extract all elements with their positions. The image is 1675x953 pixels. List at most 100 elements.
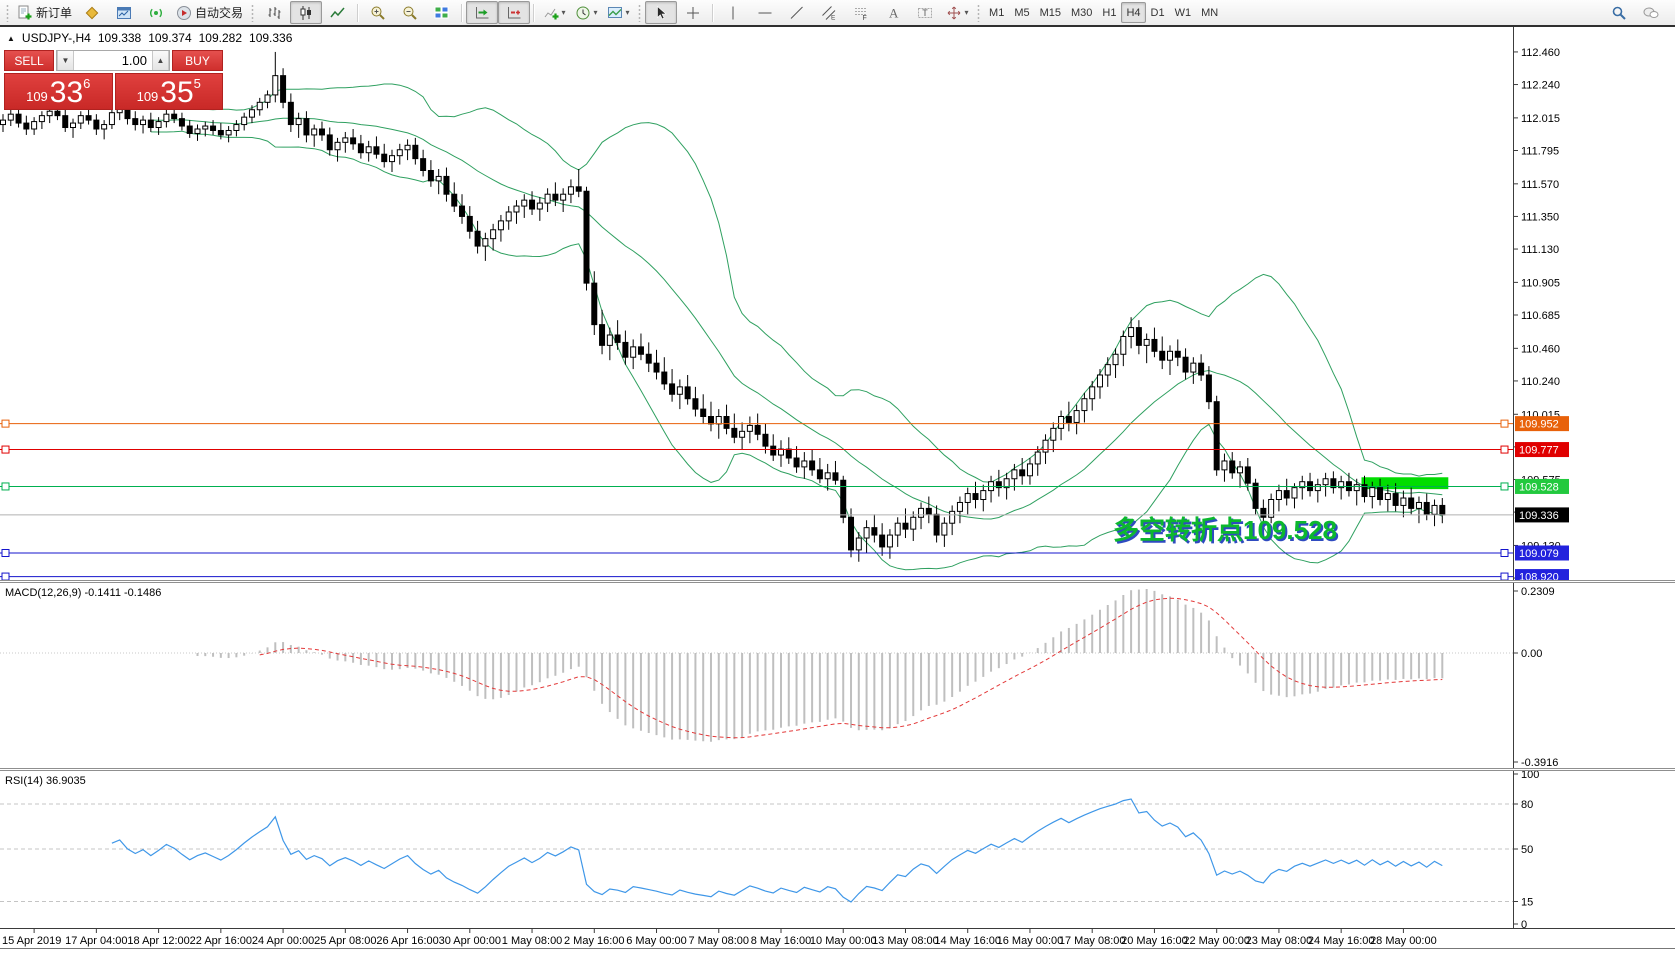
horizontal-lines[interactable] <box>0 419 1513 580</box>
rsi-line <box>111 798 1443 903</box>
timeframe-h4-button[interactable]: H4 <box>1121 2 1146 23</box>
time-label: 1 May 08:00 <box>502 935 563 947</box>
time-axis-svg[interactable]: 15 Apr 2019 17 Apr 04:00 18 Apr 12:00 22 Ap… <box>0 928 1675 953</box>
bar-chart-icon <box>268 6 281 19</box>
price-axis[interactable]: 112.460 112.240 112.015 111.795 111.570 111.3… <box>1513 27 1569 580</box>
hline-handle[interactable] <box>1500 445 1509 454</box>
timeframe-m1-button[interactable]: M1 <box>989 6 1005 19</box>
autotrading-button[interactable]: 自动交易 <box>172 1 247 24</box>
text-icon: A <box>889 5 899 20</box>
price-tag-109.777 <box>1515 442 1569 458</box>
label-icon: T <box>918 7 933 18</box>
volume-decrease-button[interactable]: ▼ <box>57 51 74 70</box>
buy-button[interactable]: BUY <box>172 50 223 71</box>
sell-button[interactable]: SELL <box>4 50 54 71</box>
hline-handle[interactable] <box>1 419 10 428</box>
chart-shift-button[interactable] <box>498 1 531 24</box>
dropdown-caret-icon[interactable]: ▾ <box>561 7 566 17</box>
panel-separator[interactable] <box>0 768 1675 771</box>
one-click-trading-panel: SELL ▼ 1.00 ▲ BUY 109 33 6 109 35 5 <box>4 50 223 110</box>
high-value: 109.374 <box>148 31 192 45</box>
timeframe-m5-button[interactable]: M5 <box>1014 6 1030 19</box>
horizontal-line-button[interactable] <box>749 1 781 24</box>
toolbar-grip[interactable] <box>638 3 642 22</box>
hline-handle[interactable] <box>1 572 10 580</box>
rsi-label: RSI(14) 36.9035 <box>5 775 86 787</box>
hline-handle[interactable] <box>1500 419 1509 428</box>
macd-panel-svg[interactable]: MACD(12,26,9) -0.1411 -0.1486 0.2309 0.00 -… <box>0 583 1675 768</box>
toolbar-grip[interactable] <box>6 3 9 22</box>
timeframe-d1-button[interactable]: D1 <box>1150 6 1165 19</box>
svg-text:A: A <box>889 5 899 20</box>
cursor-button[interactable] <box>645 1 678 24</box>
auto-scroll-button[interactable] <box>466 1 499 24</box>
sell-price-display[interactable]: 109 33 6 <box>4 73 113 110</box>
timeframe-w1-button[interactable]: W1 <box>1174 6 1192 19</box>
shapes-button[interactable]: ▾ <box>941 1 973 24</box>
toolbar-grip[interactable] <box>251 3 255 22</box>
price-tick-label: 111.350 <box>1521 211 1559 223</box>
highlight-rectangle[interactable] <box>1361 477 1449 490</box>
volume-spinner: ▼ 1.00 ▲ <box>56 50 170 71</box>
chart-shift-icon <box>508 6 521 18</box>
zoom-in-button[interactable] <box>362 1 394 24</box>
hline-handle[interactable] <box>1 548 10 557</box>
label-button[interactable]: T <box>909 1 941 24</box>
line-chart-button[interactable] <box>322 1 354 24</box>
search-button[interactable] <box>1603 1 1635 24</box>
text-button[interactable]: A <box>877 1 909 24</box>
timeframe-mn-button[interactable]: MN <box>1201 6 1219 19</box>
buy-price-display[interactable]: 109 35 5 <box>114 73 223 110</box>
profiles-button[interactable] <box>76 1 108 24</box>
buy-price-big: 35 <box>160 76 194 109</box>
dropdown-caret-icon[interactable]: ▾ <box>625 7 630 17</box>
crosshair-button[interactable] <box>677 1 709 24</box>
toolbar-grip[interactable] <box>977 3 981 22</box>
collapse-icon[interactable]: ▲ <box>7 33 15 43</box>
periods-button[interactable]: ▾ <box>570 1 602 24</box>
fibonacci-button[interactable]: F <box>845 1 877 24</box>
rsi-tick-label: 15 <box>1521 897 1533 909</box>
timeframe-m15-button[interactable]: M15 <box>1039 6 1061 19</box>
time-label: 20 May 16:00 <box>1121 935 1188 947</box>
macd-tick-label: 0.2309 <box>1521 586 1555 598</box>
hline-handle[interactable] <box>1500 482 1509 491</box>
dropdown-caret-icon[interactable]: ▾ <box>593 7 598 17</box>
signals-button[interactable] <box>140 1 172 24</box>
panel-separator[interactable] <box>0 580 1675 583</box>
charts-window-button[interactable] <box>108 1 140 24</box>
zoom-out-button[interactable] <box>394 1 426 24</box>
channel-button[interactable]: E <box>813 1 845 24</box>
volume-increase-button[interactable]: ▲ <box>152 51 169 70</box>
main-chart-svg[interactable]: 多空转折点109.528多空转折点109.528112.460112.24011… <box>0 27 1675 580</box>
price-tag-108.920 <box>1515 569 1569 580</box>
time-label: 17 May 08:00 <box>1059 935 1126 947</box>
timeframe-m30-button[interactable]: M30 <box>1071 6 1093 19</box>
tile-windows-button[interactable] <box>426 1 458 24</box>
templates-button[interactable]: ▾ <box>602 1 634 24</box>
toolbar-separator <box>533 3 536 22</box>
price-tag-label: 109.079 <box>1519 548 1559 560</box>
vertical-line-button[interactable] <box>717 1 749 24</box>
time-label: 2 May 16:00 <box>564 935 625 947</box>
hline-handle[interactable] <box>1 445 10 454</box>
hline-handle[interactable] <box>1500 548 1509 557</box>
hline-handle[interactable] <box>1 482 10 491</box>
line-chart-icon <box>330 7 345 17</box>
cursor-icon <box>657 5 667 19</box>
hline-handle[interactable] <box>1500 572 1509 580</box>
candlestick-button[interactable] <box>290 1 323 24</box>
sell-price-prefix: 109 <box>26 89 48 104</box>
dropdown-caret-icon[interactable]: ▾ <box>964 7 969 17</box>
price-tick-label: 112.460 <box>1521 47 1560 59</box>
new-order-button[interactable]: 新订单 <box>13 1 76 24</box>
trendline-icon <box>790 6 803 19</box>
chat-button[interactable] <box>1635 1 1667 24</box>
trendline-button[interactable] <box>781 1 813 24</box>
time-label: 26 Apr 16:00 <box>376 935 438 947</box>
rsi-panel-svg[interactable]: RSI(14) 36.9035 100 80 50 15 0 <box>0 771 1675 928</box>
indicators-button[interactable]: ▾ <box>538 1 570 24</box>
timeframe-h1-button[interactable]: H1 <box>1102 6 1117 19</box>
volume-input[interactable]: 1.00 <box>121 53 147 68</box>
bar-chart-button[interactable] <box>258 1 290 24</box>
